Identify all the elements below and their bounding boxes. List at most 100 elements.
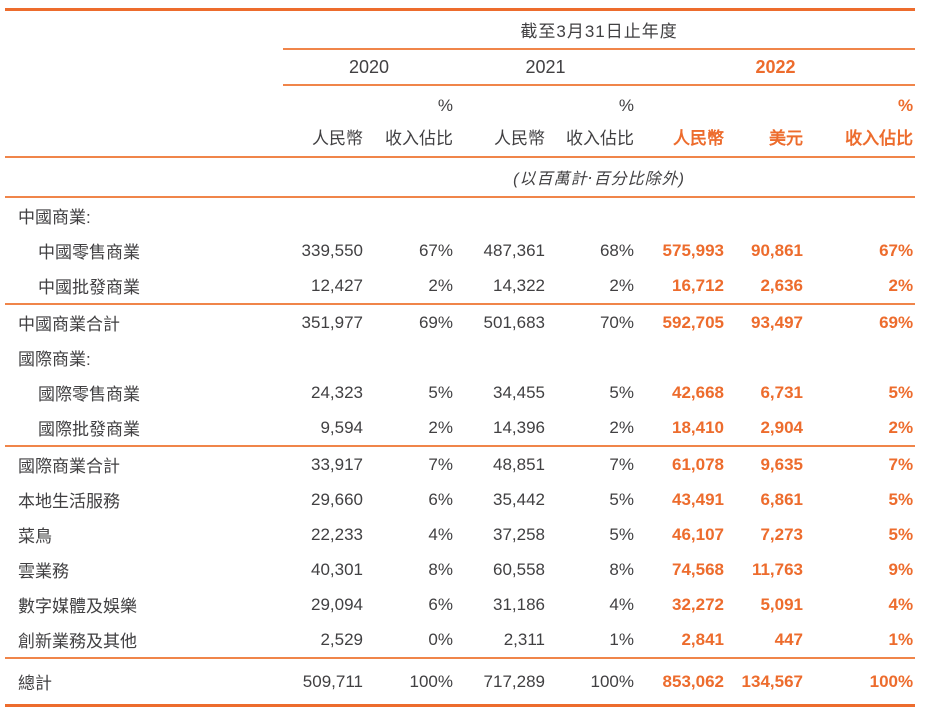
row-label: 總計: [5, 657, 283, 707]
header-2020-rmb: 人民幣: [283, 117, 365, 158]
table-row: 菜鳥 22,233 4% 37,258 5% 46,107 7,273 5%: [5, 517, 915, 552]
cell-2022-rmb: 18,410: [672, 417, 724, 437]
cell-2020-pct: 5%: [428, 382, 453, 402]
table-row: 總計 509,711 100% 717,289 100% 853,062 134…: [5, 657, 916, 707]
cell-2021-rmb: 14,396: [493, 417, 545, 437]
spacer-cell: [5, 85, 283, 117]
year-2021: 2021: [455, 49, 636, 86]
cell-2020-pct: 0%: [428, 629, 453, 649]
spacer-cell: [5, 117, 283, 158]
table-body: 中國商業: 中國零售商業 339,550 67% 487,361 68% 575…: [5, 197, 916, 707]
cell-2021-pct: [547, 340, 636, 375]
year-2020: 2020: [283, 49, 455, 86]
cell-2021-pct: 7%: [547, 445, 636, 482]
header-2021-pct: 收入佔比: [547, 117, 636, 158]
cell-2021-pct: 5%: [609, 382, 634, 402]
cell-2022-rmb: 61,078: [636, 445, 726, 482]
row-label: 中國商業合計: [5, 303, 283, 340]
cell-2022-rmb: 43,491: [672, 489, 724, 509]
cell-2022-pct: 9%: [888, 559, 914, 579]
cell-2020-pct: 6%: [428, 489, 453, 509]
pct-symbol-2020: %: [437, 96, 453, 115]
cell-2020-pct: 7%: [365, 445, 455, 482]
cell-2022-usd: 5,091: [760, 594, 803, 614]
cell-2020-pct: [365, 197, 455, 233]
cell-2022-pct: 2%: [888, 417, 914, 437]
table-row: 創新業務及其他 2,529 0% 2,311 1% 2,841 447 1%: [5, 622, 915, 658]
cell-2022-usd: [726, 340, 805, 375]
cell-2020-pct: 2%: [428, 275, 453, 295]
cell-2021-rmb: 487,361: [483, 240, 545, 260]
cell-2020-pct: 69%: [365, 303, 455, 340]
cell-2022-usd: 11,763: [751, 559, 803, 579]
spacer-cell: [455, 85, 547, 117]
cell-2022-usd: 9,635: [726, 445, 805, 482]
column-header-row: 人民幣 收入佔比 人民幣 收入佔比 人民幣 美元 收入佔比: [5, 117, 916, 158]
cell-2022-usd: 2,904: [760, 417, 803, 437]
cell-2021-rmb: 34,455: [493, 382, 545, 402]
cell-2021-pct: 4%: [609, 594, 634, 614]
cell-2022-pct: [805, 340, 915, 375]
cell-2020-rmb: 12,427: [311, 275, 363, 295]
table-row: 國際批發商業 9,594 2% 14,396 2% 18,410 2,904 2…: [5, 410, 915, 446]
cell-2020-rmb: [283, 340, 365, 375]
cell-2020-pct: 2%: [428, 417, 453, 437]
cell-2021-rmb: 60,558: [493, 559, 545, 579]
cell-2022-usd: 6,731: [760, 382, 803, 402]
table-row: 中國商業:: [5, 197, 915, 233]
cell-2022-usd: 6,861: [760, 489, 803, 509]
spacer-cell: [636, 85, 726, 117]
cell-2020-rmb: 9,594: [320, 417, 363, 437]
cell-2020-pct: 4%: [428, 524, 453, 544]
cell-2022-rmb: 853,062: [636, 657, 726, 707]
cell-2020-rmb: 339,550: [301, 240, 363, 260]
cell-2021-pct: 2%: [609, 417, 634, 437]
row-label: 數字媒體及娛樂: [18, 597, 137, 616]
cell-2022-usd: 134,567: [726, 657, 805, 707]
row-label: 雲業務: [18, 562, 69, 581]
cell-2021-rmb: 501,683: [455, 303, 547, 340]
cell-2022-pct: 1%: [888, 629, 914, 649]
cell-2020-rmb: 33,917: [283, 445, 365, 482]
row-label: 創新業務及其他: [18, 632, 137, 651]
cell-2021-rmb: 37,258: [493, 524, 545, 544]
row-label: 中國商業:: [18, 208, 91, 227]
cell-2021-pct: 1%: [609, 629, 634, 649]
cell-2021-rmb: 48,851: [455, 445, 547, 482]
cell-2020-pct: 67%: [418, 240, 453, 260]
header-2022-pct: 收入佔比: [805, 117, 916, 158]
cell-2021-pct: 2%: [609, 275, 634, 295]
cell-2022-usd: 2,636: [760, 275, 803, 295]
cell-2022-pct: 2%: [888, 275, 914, 295]
cell-2021-pct: 5%: [609, 524, 634, 544]
cell-2022-rmb: 42,668: [672, 382, 724, 402]
spacer-cell: [283, 85, 365, 117]
table-row: 中國批發商業 12,427 2% 14,322 2% 16,712 2,636 …: [5, 268, 915, 304]
cell-2021-pct: 8%: [609, 559, 634, 579]
percent-symbol-row: % % %: [5, 85, 915, 117]
cell-2020-pct: 8%: [428, 559, 453, 579]
unit-note: (以百萬計‧百分比除外): [283, 157, 916, 198]
cell-2021-rmb: 35,442: [493, 489, 545, 509]
cell-2020-rmb: 29,660: [311, 489, 363, 509]
cell-2020-pct: 100%: [365, 657, 455, 707]
cell-2020-rmb: 22,233: [311, 524, 363, 544]
row-label: 中國零售商業: [38, 243, 140, 262]
cell-2022-pct: [805, 197, 915, 233]
cell-2022-pct: 5%: [888, 524, 914, 544]
spacer-cell: [726, 85, 805, 117]
table-row: 數字媒體及娛樂 29,094 6% 31,186 4% 32,272 5,091…: [5, 587, 915, 622]
cell-2021-pct: 5%: [609, 489, 634, 509]
cell-2020-rmb: [283, 197, 365, 233]
cell-2022-rmb: 46,107: [672, 524, 724, 544]
cell-2022-pct: 100%: [805, 657, 916, 707]
cell-2020-rmb: 24,323: [311, 382, 363, 402]
header-2021-rmb: 人民幣: [455, 117, 547, 158]
pct-symbol-2022: %: [897, 96, 914, 115]
cell-2022-rmb: 74,568: [672, 559, 724, 579]
cell-2022-usd: [726, 197, 805, 233]
cell-2020-pct: [365, 340, 455, 375]
year-header-row: 2020 2021 2022: [5, 49, 916, 86]
cell-2021-rmb: [455, 340, 547, 375]
cell-2022-pct: 5%: [888, 489, 914, 509]
